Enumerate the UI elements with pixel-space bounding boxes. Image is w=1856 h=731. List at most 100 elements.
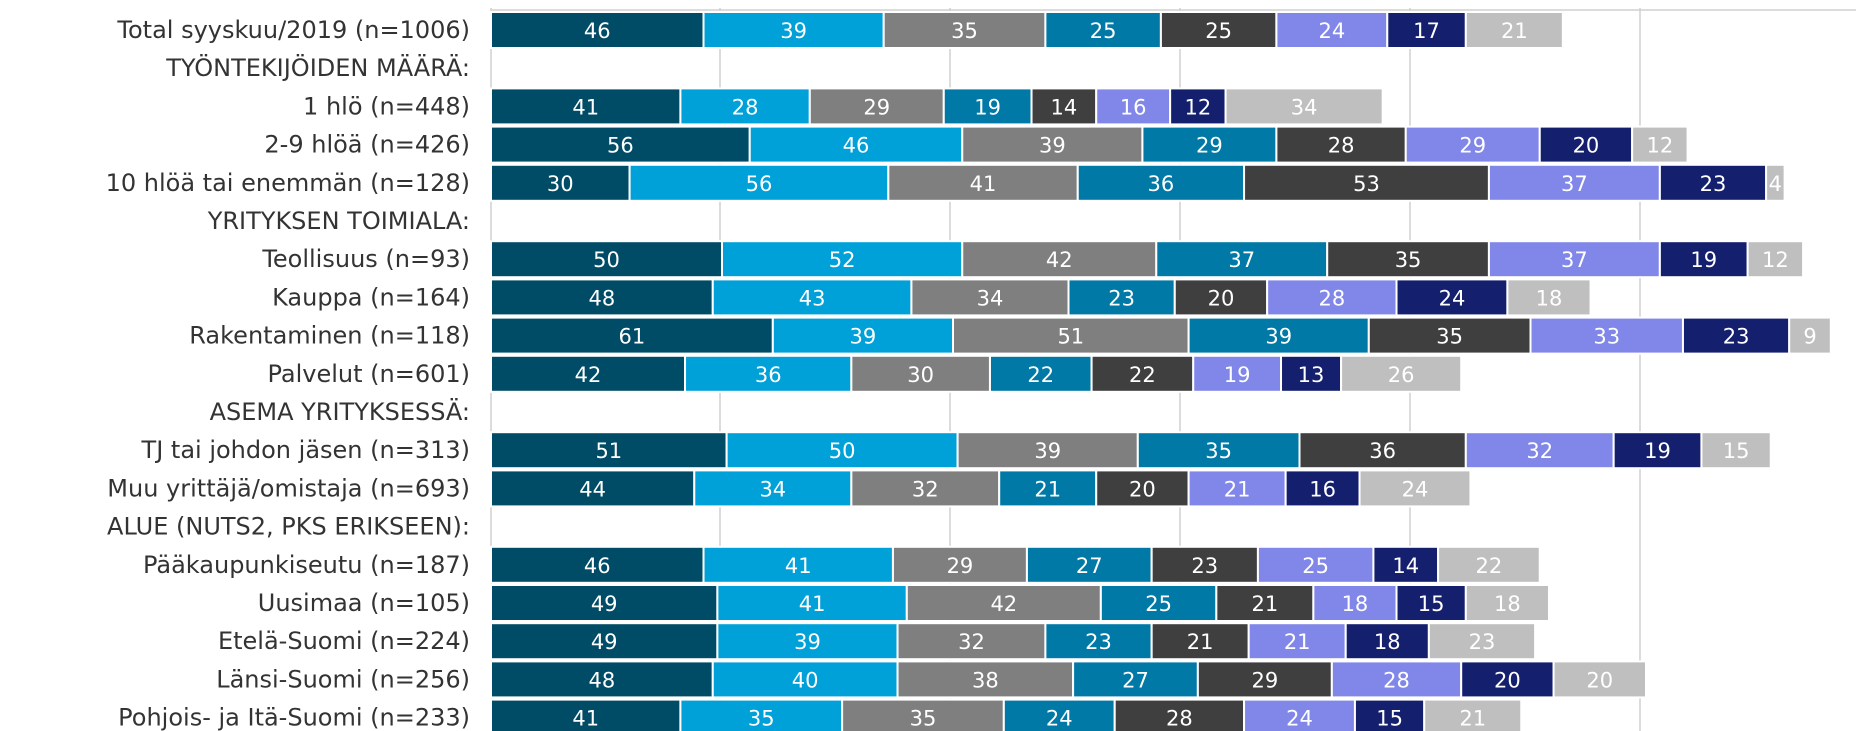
data-label: 41 xyxy=(970,172,997,196)
data-label: 29 xyxy=(1251,668,1278,692)
bars: 46 39 35 25 25 24 17 21 41 28 29 19 14 16 12 34 56 46 39 29… xyxy=(490,11,1832,731)
category-label: 1 hlö (n=448) xyxy=(303,92,470,120)
data-label: 46 xyxy=(843,134,870,158)
data-label: 15 xyxy=(1376,707,1403,731)
data-label: 24 xyxy=(1439,286,1466,310)
data-label: 20 xyxy=(1494,668,1521,692)
bar-segment xyxy=(490,469,696,508)
category-label: Palvelut (n=601) xyxy=(267,360,470,388)
data-label: 21 xyxy=(1034,477,1061,501)
data-label: 51 xyxy=(595,439,622,463)
data-label: 41 xyxy=(785,554,812,578)
data-label: 18 xyxy=(1494,592,1521,616)
bar-segment xyxy=(1150,622,1250,661)
bar-segment xyxy=(1159,11,1278,49)
data-label: 25 xyxy=(1205,19,1232,43)
bar-segment xyxy=(716,584,908,622)
bar-segment xyxy=(490,584,719,622)
category-label: 2-9 hlöä (n=426) xyxy=(264,131,470,159)
bar-segment xyxy=(956,431,1139,470)
bar-segment xyxy=(1224,87,1384,126)
data-label: 21 xyxy=(1284,630,1311,654)
group-header-label: ASEMA YRITYKSESSÄ: xyxy=(210,397,470,426)
bar-segment xyxy=(961,125,1144,164)
category-label: Etelä-Suomi (n=224) xyxy=(218,627,470,655)
bar-segment xyxy=(1437,545,1541,584)
data-label: 56 xyxy=(746,172,773,196)
data-label: 42 xyxy=(990,592,1017,616)
bar-segment xyxy=(1765,163,1786,202)
data-label: 35 xyxy=(1205,439,1232,463)
data-label: 35 xyxy=(1436,325,1463,349)
bar-segment xyxy=(1538,125,1634,164)
bar-segment xyxy=(808,87,945,126)
data-label: 48 xyxy=(589,668,616,692)
bar-segment xyxy=(711,278,913,317)
data-label: 27 xyxy=(1122,668,1149,692)
bar-segment xyxy=(1529,316,1684,355)
data-label: 16 xyxy=(1120,95,1147,119)
bar-segment xyxy=(1243,698,1356,731)
data-label: 9 xyxy=(1803,325,1816,349)
bar-segment xyxy=(910,278,1070,317)
bar-segment xyxy=(896,660,1075,699)
data-label: 21 xyxy=(1459,707,1486,731)
category-label: Pääkaupunkiseutu (n=187) xyxy=(143,551,470,579)
data-label: 33 xyxy=(1593,325,1620,349)
bar-segment xyxy=(490,278,714,317)
data-label: 50 xyxy=(593,248,620,272)
bar-segment xyxy=(1280,354,1343,393)
bar-segment xyxy=(988,354,1093,393)
data-label: 51 xyxy=(1057,325,1084,349)
data-label: 34 xyxy=(759,477,786,501)
data-label: 35 xyxy=(748,707,775,731)
bar-segment xyxy=(490,431,728,470)
bar-segment xyxy=(1423,698,1523,731)
bar-segment xyxy=(1427,622,1537,661)
data-label: 24 xyxy=(1286,707,1313,731)
bar-segment xyxy=(721,240,964,279)
bar-segment xyxy=(850,469,1001,508)
data-label: 25 xyxy=(1090,19,1117,43)
data-label: 20 xyxy=(1573,134,1600,158)
bar-segment xyxy=(1275,125,1407,164)
bar-segment xyxy=(628,163,890,202)
bar-segment xyxy=(1464,11,1564,49)
bar-segment xyxy=(490,163,631,202)
bar-segment xyxy=(716,622,899,661)
data-label: 24 xyxy=(1402,477,1429,501)
bar-segment xyxy=(1358,469,1472,508)
data-label: 32 xyxy=(1526,439,1553,463)
bar-segment xyxy=(490,125,751,164)
bar-segment xyxy=(711,660,899,699)
data-label: 28 xyxy=(732,95,759,119)
data-label: 20 xyxy=(1208,286,1235,310)
category-label: Teollisuus (n=93) xyxy=(261,245,470,273)
data-label: 26 xyxy=(1388,363,1415,387)
data-label: 23 xyxy=(1700,172,1727,196)
bar-segment xyxy=(1275,11,1389,49)
category-labels: Total syyskuu/2019 (n=1006) TYÖNTEKIJÖIDE… xyxy=(106,16,470,731)
data-label: 30 xyxy=(907,363,934,387)
data-label: 17 xyxy=(1413,19,1440,43)
bar-segment xyxy=(1113,698,1246,731)
bar-segment xyxy=(1044,622,1153,661)
bar-segment xyxy=(1487,240,1661,279)
bar-segment xyxy=(490,354,687,393)
data-label: 25 xyxy=(1145,592,1172,616)
category-label: 10 hlöä tai enemmän (n=128) xyxy=(106,169,470,197)
data-label: 41 xyxy=(572,707,599,731)
bar-segment xyxy=(1330,660,1463,699)
bar-segment xyxy=(882,11,1047,49)
bar-segment xyxy=(1187,316,1370,355)
bar-segment xyxy=(1395,584,1467,622)
data-label: 23 xyxy=(1108,286,1135,310)
bar-segment xyxy=(1072,660,1199,699)
bar-segment xyxy=(1141,125,1278,164)
data-label: 37 xyxy=(1561,248,1588,272)
data-label: 52 xyxy=(829,248,856,272)
bar-segment xyxy=(702,11,885,49)
data-label: 20 xyxy=(1586,668,1613,692)
bar-segment xyxy=(1344,622,1430,661)
